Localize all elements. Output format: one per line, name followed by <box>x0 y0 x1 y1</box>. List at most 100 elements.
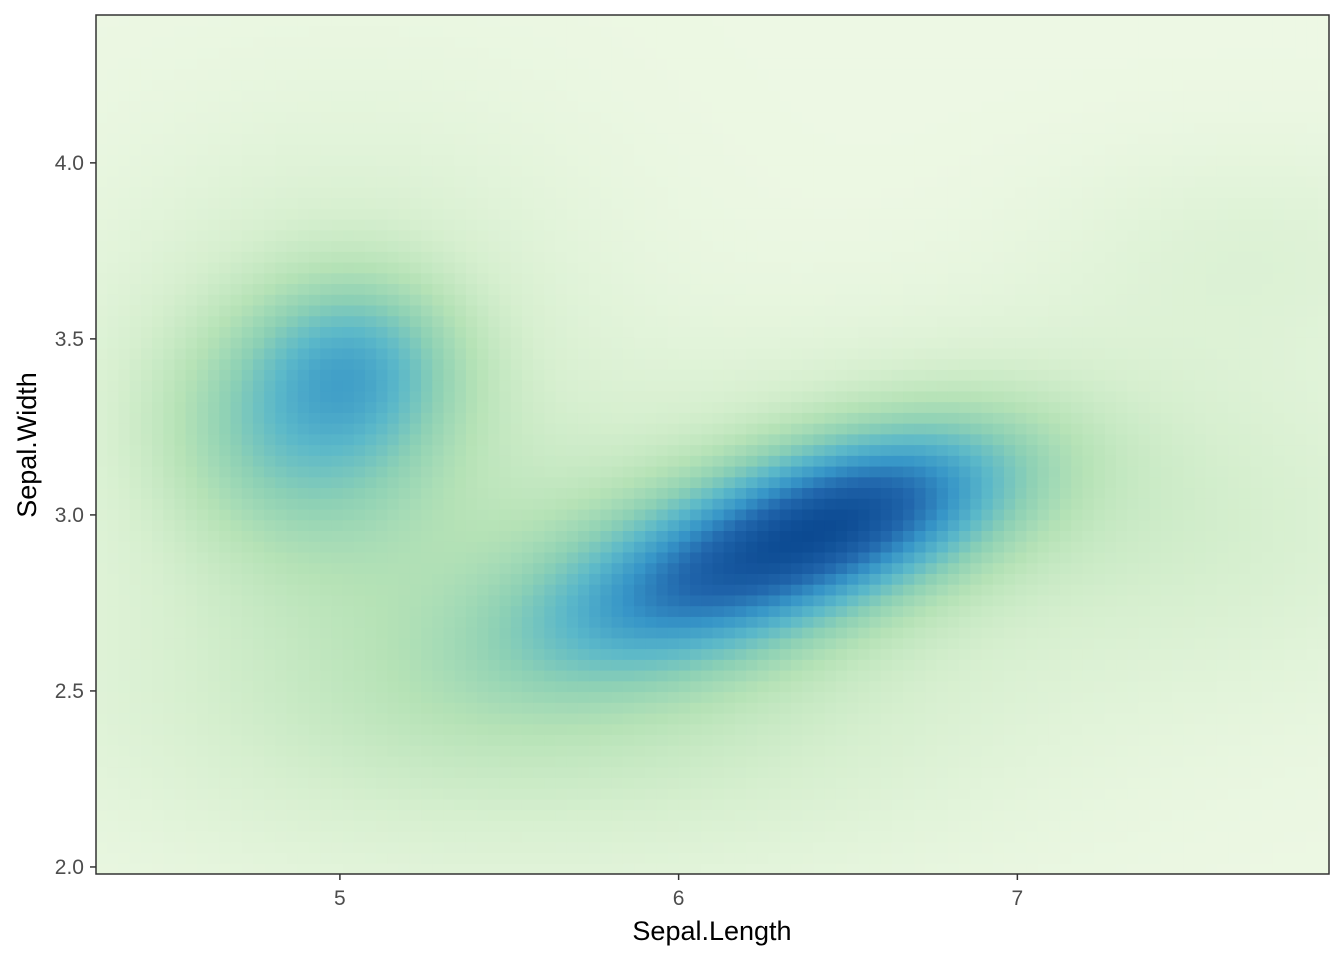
heatmap-tile <box>734 669 747 682</box>
heatmap-tile <box>645 734 658 746</box>
heatmap-tile <box>880 594 893 607</box>
heatmap-tile <box>768 594 781 607</box>
heatmap-tile <box>252 423 265 435</box>
heatmap-tile <box>1194 541 1207 553</box>
heatmap-tile <box>1059 616 1072 628</box>
heatmap-tile <box>981 723 994 736</box>
heatmap-tile <box>566 766 579 778</box>
heatmap-tile <box>634 669 646 682</box>
heatmap-tile <box>533 669 545 682</box>
heatmap-tile <box>701 605 714 617</box>
heatmap-tile <box>779 659 792 671</box>
heatmap-tile <box>712 594 725 607</box>
heatmap-tile <box>1306 573 1319 585</box>
heatmap-tile <box>1160 691 1173 703</box>
heatmap-tile <box>1003 777 1016 789</box>
heatmap-tile <box>914 766 927 778</box>
heatmap-tile <box>533 616 545 628</box>
heatmap-tile <box>499 788 512 800</box>
heatmap-tile <box>645 841 658 854</box>
heatmap-tile <box>1071 648 1083 660</box>
heatmap-tile <box>398 745 411 757</box>
heatmap-tile <box>1127 530 1140 542</box>
heatmap-tile <box>600 390 613 403</box>
heatmap-tile <box>869 541 882 553</box>
heatmap-tile <box>342 745 355 757</box>
heatmap-tile <box>152 530 164 542</box>
heatmap-tile <box>1250 831 1263 843</box>
heatmap-tile <box>96 788 108 800</box>
heatmap-tile <box>465 637 478 650</box>
heatmap-tile <box>252 712 265 725</box>
heatmap-tile <box>308 637 321 650</box>
heatmap-tile <box>241 723 254 736</box>
heatmap-tile <box>365 680 377 693</box>
heatmap-tile <box>1048 669 1061 682</box>
heatmap-tile <box>297 755 310 768</box>
heatmap-tile <box>196 755 209 768</box>
heatmap-tile <box>1306 562 1319 574</box>
heatmap-tile <box>376 627 389 639</box>
heatmap-tile <box>723 605 736 617</box>
heatmap-tile <box>465 777 478 789</box>
heatmap-tile <box>566 455 579 467</box>
heatmap-tile <box>914 863 927 874</box>
heatmap-tile <box>252 841 265 854</box>
heatmap-tile <box>342 680 355 693</box>
heatmap-tile <box>387 455 400 467</box>
heatmap-tile <box>936 627 949 639</box>
heatmap-tile <box>1026 702 1039 714</box>
heatmap-tile <box>959 863 971 874</box>
heatmap-tile <box>499 573 512 585</box>
heatmap-tile <box>365 433 377 446</box>
heatmap-tile <box>230 530 243 542</box>
heatmap-tile <box>477 380 489 392</box>
heatmap-tile <box>477 831 489 843</box>
heatmap-tile <box>1250 605 1263 617</box>
heatmap-tile <box>566 637 579 650</box>
heatmap-tile <box>118 487 131 499</box>
heatmap-tile <box>308 798 321 811</box>
heatmap-tile <box>880 412 893 424</box>
heatmap-tile <box>241 648 254 660</box>
heatmap-tile <box>779 465 792 478</box>
heatmap-tile <box>914 412 927 424</box>
heatmap-tile <box>1048 745 1061 757</box>
heatmap-tile <box>701 766 714 778</box>
heatmap-tile <box>1015 541 1027 553</box>
heatmap-tile <box>1059 669 1072 682</box>
heatmap-tile <box>959 627 971 639</box>
heatmap-tile <box>1306 680 1319 693</box>
heatmap-tile <box>533 637 545 650</box>
heatmap-tile <box>589 444 602 456</box>
heatmap-tile <box>387 766 400 778</box>
heatmap-tile <box>521 712 534 725</box>
heatmap-tile <box>847 809 859 821</box>
heatmap-tile <box>1183 412 1196 424</box>
heatmap-tile <box>1104 680 1117 693</box>
heatmap-tile <box>353 841 366 854</box>
heatmap-tile <box>1082 508 1095 521</box>
heatmap-tile <box>1059 498 1072 510</box>
heatmap-tile <box>241 734 254 746</box>
heatmap-tile <box>454 712 467 725</box>
heatmap-tile <box>1138 648 1151 660</box>
heatmap-tile <box>454 401 467 413</box>
heatmap-tile <box>308 541 321 553</box>
heatmap-tile <box>1104 831 1117 843</box>
heatmap-tile <box>342 820 355 832</box>
heatmap-tile <box>903 573 915 585</box>
heatmap-tile <box>286 637 299 650</box>
heatmap-tile <box>454 605 467 617</box>
heatmap-tile <box>869 723 882 736</box>
heatmap-tile <box>521 702 534 714</box>
heatmap-tile <box>208 551 220 564</box>
heatmap-tile <box>477 809 489 821</box>
heatmap-tile <box>533 573 545 585</box>
heatmap-tile <box>1059 809 1072 821</box>
heatmap-tile <box>947 680 960 693</box>
heatmap-tile <box>1239 573 1252 585</box>
heatmap-tile <box>858 444 871 456</box>
heatmap-tile <box>1082 541 1095 553</box>
heatmap-tile <box>264 584 276 596</box>
